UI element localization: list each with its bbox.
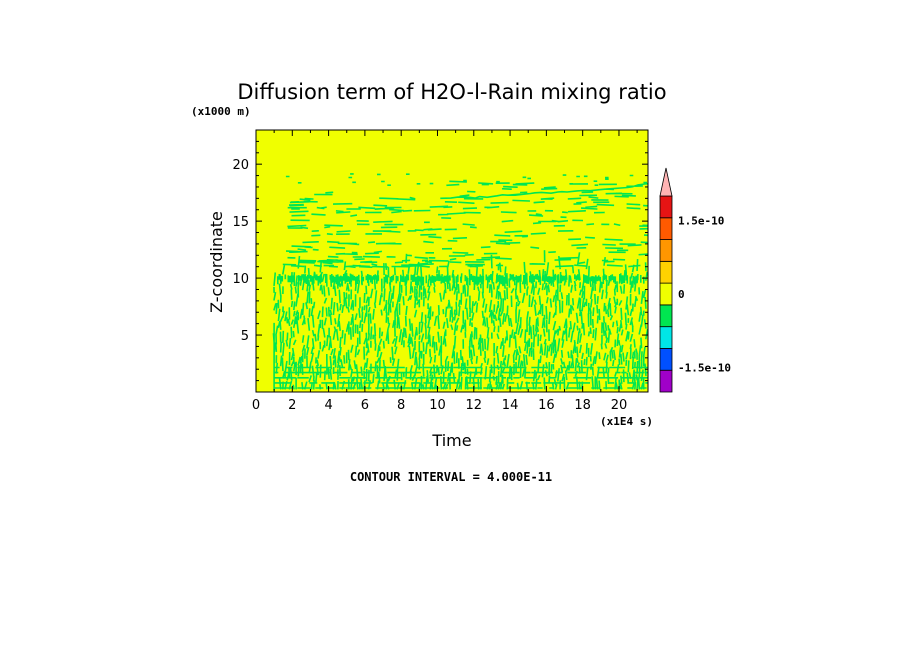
- colorbar-swatch: [659, 217, 673, 240]
- x-axis-ticks: 0 2 4 6 8 10 12 14 16 18 20: [252, 130, 638, 413]
- colorbar-swatch: [659, 369, 673, 393]
- colorbar-swatch: [659, 348, 673, 371]
- x-tick-label: 14: [502, 398, 519, 413]
- x-tick-label: 2: [288, 398, 296, 413]
- colorbar-swatch: [659, 195, 673, 219]
- chart-title: Diffusion term of H2O-l-Rain mixing rati…: [237, 80, 666, 104]
- colorbar-swatch: [659, 326, 673, 349]
- y-axis-ticks: 5 10 15 20: [232, 140, 648, 382]
- colorbar-label: -1.5e-10: [678, 362, 731, 375]
- x-axis-label: Time: [431, 431, 471, 450]
- colorbar-swatch: [659, 282, 673, 306]
- negative-streaks: [272, 173, 648, 391]
- colorbar-swatch: [659, 239, 673, 262]
- x-tick-label: 18: [574, 398, 591, 413]
- colorbar-swatch: [659, 304, 673, 328]
- colorbar-label: 0: [678, 288, 685, 301]
- x-tick-label: 20: [611, 398, 628, 413]
- x-tick-label: 0: [252, 398, 260, 413]
- x-tick-label: 4: [324, 398, 332, 413]
- colorbar-extension-arrow: [659, 167, 673, 197]
- y-axis-label: Z-coordinate: [207, 211, 226, 313]
- x-tick-label: 6: [361, 398, 369, 413]
- y-tick-label: 5: [241, 329, 249, 344]
- field-marks: [272, 173, 648, 391]
- colorbar-label: 1.5e-10: [678, 215, 724, 228]
- x-tick-label: 10: [429, 398, 446, 413]
- y-tick-label: 20: [232, 158, 249, 173]
- colorbar-swatch: [659, 260, 673, 284]
- x-tick-label: 8: [397, 398, 405, 413]
- contour-interval-note: CONTOUR INTERVAL = 4.000E-11: [350, 470, 552, 484]
- x-tick-label: 12: [466, 398, 483, 413]
- y-tick-label: 15: [232, 215, 249, 230]
- y-axis-unit: (x1000 m): [191, 105, 251, 118]
- plot-frame: [255, 129, 649, 393]
- colorbar: -1.5e-10 0 1.5e-10: [659, 167, 731, 393]
- x-axis-unit: (x1E4 s): [600, 415, 653, 428]
- x-tick-label: 16: [538, 398, 555, 413]
- y-tick-label: 10: [232, 272, 249, 287]
- plot-area: [255, 129, 649, 393]
